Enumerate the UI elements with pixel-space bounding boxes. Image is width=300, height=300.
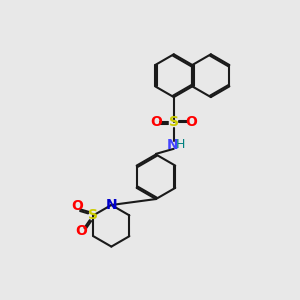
Text: O: O bbox=[150, 116, 162, 129]
Text: S: S bbox=[88, 208, 98, 222]
Text: H: H bbox=[176, 138, 185, 151]
Text: O: O bbox=[186, 116, 197, 129]
Text: N: N bbox=[106, 198, 117, 212]
Text: O: O bbox=[76, 224, 87, 238]
Text: S: S bbox=[169, 116, 179, 129]
Text: N: N bbox=[167, 138, 178, 152]
Text: O: O bbox=[71, 200, 83, 214]
